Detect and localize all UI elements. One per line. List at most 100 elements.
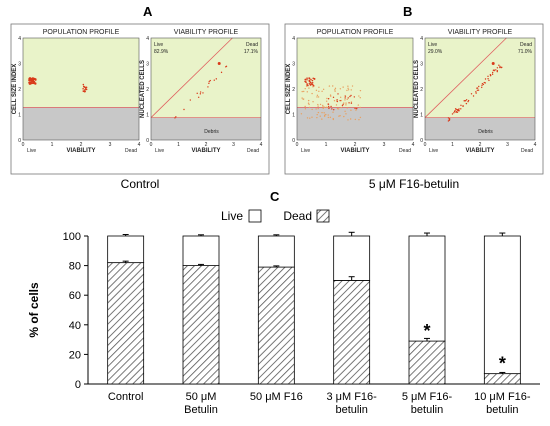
viability-x-tick: 3 [232,142,235,148]
live-percent: 29.0% [428,49,443,55]
viability-gate-line [150,37,233,118]
dead-percent: 17.1% [244,49,259,55]
significance-marker: * [423,321,430,341]
population-x-tick: 1 [325,142,328,148]
population-y-tick: 2 [18,87,21,93]
population-y-tick: 1 [18,113,21,119]
viability-x-tick: 4 [260,142,263,148]
population-x-live: Live [301,148,310,154]
category-label: betulin [486,404,518,416]
population-y-tick: 2 [292,87,295,93]
viability-x-label: VIABILITY [465,148,494,154]
viability-y-tick: 3 [420,62,423,68]
significance-marker: * [499,354,506,374]
population-y-tick: 1 [292,113,295,119]
population-x-tick: 4 [138,142,141,148]
population-y-tick: 0 [18,138,21,144]
live-percent: 82.9% [154,49,169,55]
viability-gate-line [424,37,507,118]
population-y-tick: 0 [292,138,295,144]
category-label: betulin [411,404,443,416]
viability-y-label: NUCLEATED CELLS [140,60,146,118]
bar-live [257,235,295,268]
viability-y-tick: 0 [146,138,149,144]
population-title: POPULATION PROFILE [43,29,120,36]
population-x-label: VIABILITY [340,148,369,154]
population-title: POPULATION PROFILE [317,29,394,36]
y-axis-label: % of cells [27,282,41,338]
bar-dead [107,262,145,385]
legend-live-swatch [248,209,262,223]
viability-y-tick: 3 [146,62,149,68]
viability-x-tick: 1 [177,142,180,148]
population-x-dead: Dead [125,148,137,154]
category-label: Betulin [184,404,218,416]
population-x-dead: Dead [399,148,411,154]
viability-dead-gate [425,38,535,118]
viability-plot-frame [150,37,262,141]
viability-y-tick: 2 [420,87,423,93]
viability-x-tick: 3 [506,142,509,148]
population-x-label: VIABILITY [66,148,95,154]
bar-dead [333,279,371,385]
viability-dead-gate [151,38,261,118]
viability-y-tick: 0 [420,138,423,144]
population-x-tick: 0 [22,142,25,148]
viability-y-label: NUCLEATED CELLS [414,60,420,118]
viability-x-live: Live [429,148,438,154]
legend-live-label: Live [221,209,243,223]
bar-dead [182,265,220,385]
viability-y-tick: 4 [420,36,423,42]
population-y-tick: 3 [292,62,295,68]
viability-x-tick: 1 [451,142,454,148]
chart-legend: Live Dead [221,209,330,223]
y-tick-label: 40 [69,320,81,332]
panel-letter-b: B [403,4,412,19]
population-x-tick: 0 [296,142,299,148]
population-debris-region [297,107,413,140]
dead-label: Dead [520,42,532,48]
population-events [300,77,362,121]
category-label: Control [108,391,143,403]
population-x-tick: 2 [80,142,83,148]
viability-x-label: VIABILITY [191,148,220,154]
viability-y-tick: 1 [146,113,149,119]
category-label: 50 μM F16 [250,391,303,403]
y-tick-label: 20 [69,349,81,361]
panel-caption: 5 μM F16-betulin [369,177,459,191]
viability-y-tick: 1 [420,113,423,119]
category-label: 50 μM [186,391,217,403]
category-label: 5 μM F16- [402,391,453,403]
population-x-tick: 2 [354,142,357,148]
y-tick-label: 0 [75,379,81,391]
dead-label: Dead [246,42,258,48]
population-x-tick: 3 [109,142,112,148]
viability-x-dead: Dead [521,148,533,154]
viability-plot-frame [424,37,536,141]
viability-events [447,62,503,122]
population-x-live: Live [27,148,36,154]
viability-x-tick: 2 [479,142,482,148]
panel-caption: Control [121,177,160,191]
viability-x-tick: 0 [424,142,427,148]
category-label: 3 μM F16- [326,391,377,403]
category-label: 10 μM F16- [474,391,531,403]
y-tick-label: 100 [63,231,81,243]
population-x-tick: 1 [51,142,54,148]
population-gate-region [297,38,413,108]
live-label: Live [154,42,163,48]
population-debris-region [23,107,139,140]
viability-events [174,62,228,119]
viability-debris-region [151,117,261,140]
bar-chart: Live Dead % of cells 0 20 40 60 80 100 * * Con… [27,209,540,416]
population-events [28,77,88,93]
viability-x-dead: Dead [247,148,259,154]
panel-letter-c: C [270,189,280,204]
bar-live [408,235,446,342]
live-label: Live [428,42,437,48]
population-plot-frame [296,37,414,141]
population-gate-region [23,38,139,108]
bar-dead [408,340,446,385]
